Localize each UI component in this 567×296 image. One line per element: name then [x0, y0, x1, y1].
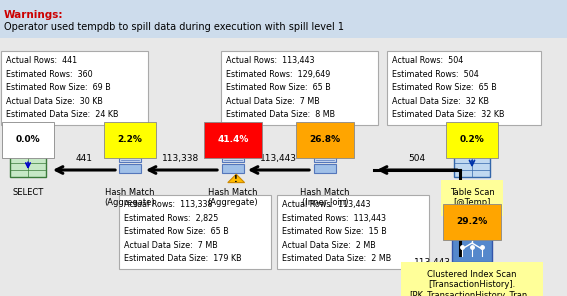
Text: Actual Rows:  113,338: Actual Rows: 113,338: [124, 200, 213, 209]
Text: Estimated Rows:  360: Estimated Rows: 360: [6, 70, 92, 79]
Polygon shape: [228, 174, 244, 183]
Text: Warnings:: Warnings:: [4, 10, 64, 20]
FancyBboxPatch shape: [277, 195, 429, 269]
FancyBboxPatch shape: [454, 149, 490, 157]
Text: Estimated Rows:  129,649: Estimated Rows: 129,649: [226, 70, 331, 79]
FancyBboxPatch shape: [10, 149, 46, 157]
Text: !: !: [234, 175, 238, 184]
Text: Estimated Row Size:  65 B: Estimated Row Size: 65 B: [392, 83, 497, 92]
Text: 2.2%: 2.2%: [117, 136, 142, 144]
Text: Estimated Rows:  113,443: Estimated Rows: 113,443: [282, 214, 386, 223]
FancyBboxPatch shape: [314, 153, 336, 162]
Text: Actual Data Size:  7 MB: Actual Data Size: 7 MB: [124, 241, 218, 250]
FancyBboxPatch shape: [10, 149, 46, 176]
FancyBboxPatch shape: [454, 149, 490, 176]
Text: Estimated Data Size:  8 MB: Estimated Data Size: 8 MB: [226, 110, 335, 119]
FancyBboxPatch shape: [0, 0, 567, 38]
Text: Actual Rows:  113,443: Actual Rows: 113,443: [226, 56, 315, 65]
FancyBboxPatch shape: [221, 51, 378, 125]
Text: Estimated Data Size:  32 KB: Estimated Data Size: 32 KB: [392, 110, 505, 119]
Text: 41.4%: 41.4%: [217, 136, 249, 144]
Text: 26.8%: 26.8%: [310, 136, 341, 144]
Text: Estimated Rows:  504: Estimated Rows: 504: [392, 70, 479, 79]
Text: Estimated Row Size:  69 B: Estimated Row Size: 69 B: [6, 83, 111, 92]
Text: Actual Data Size:  32 KB: Actual Data Size: 32 KB: [392, 97, 489, 106]
Text: Estimated Data Size:  24 KB: Estimated Data Size: 24 KB: [6, 110, 119, 119]
Text: 113,443: 113,443: [413, 258, 451, 267]
Text: 441: 441: [75, 154, 92, 163]
FancyBboxPatch shape: [119, 153, 141, 162]
Text: Actual Rows:  113,443: Actual Rows: 113,443: [282, 200, 370, 209]
Text: Hash Match
(Inner Join): Hash Match (Inner Join): [301, 188, 350, 207]
Text: Actual Rows:  504: Actual Rows: 504: [392, 56, 463, 65]
Text: Actual Rows:  441: Actual Rows: 441: [6, 56, 77, 65]
Text: Estimated Row Size:  15 B: Estimated Row Size: 15 B: [282, 227, 387, 236]
Text: Table Scan
[@Temp]: Table Scan [@Temp]: [450, 188, 494, 207]
Text: 0.2%: 0.2%: [460, 136, 484, 144]
Text: Estimated Row Size:  65 B: Estimated Row Size: 65 B: [226, 83, 331, 92]
FancyBboxPatch shape: [1, 51, 148, 125]
FancyBboxPatch shape: [222, 153, 244, 162]
Text: 113,443: 113,443: [260, 154, 297, 163]
FancyBboxPatch shape: [222, 164, 244, 173]
Text: Estimated Rows:  2,825: Estimated Rows: 2,825: [124, 214, 218, 223]
Text: Actual Data Size:  30 KB: Actual Data Size: 30 KB: [6, 97, 103, 106]
Text: Estimated Row Size:  65 B: Estimated Row Size: 65 B: [124, 227, 229, 236]
Text: 113,338: 113,338: [162, 154, 200, 163]
Text: Operator used tempdb to spill data during execution with spill level 1: Operator used tempdb to spill data durin…: [4, 22, 344, 32]
Text: 29.2%: 29.2%: [456, 218, 488, 226]
Text: SELECT: SELECT: [12, 188, 44, 197]
FancyBboxPatch shape: [119, 195, 271, 269]
Text: Actual Data Size:  7 MB: Actual Data Size: 7 MB: [226, 97, 320, 106]
Text: 0.0%: 0.0%: [16, 136, 40, 144]
Text: Clustered Index Scan
[TransactionHistory].
[PK_TransactionHistory_Tran...: Clustered Index Scan [TransactionHistory…: [409, 270, 535, 296]
Text: Estimated Data Size:  2 MB: Estimated Data Size: 2 MB: [282, 254, 391, 263]
FancyBboxPatch shape: [452, 228, 492, 262]
FancyBboxPatch shape: [119, 164, 141, 173]
FancyBboxPatch shape: [314, 164, 336, 173]
FancyBboxPatch shape: [387, 51, 541, 125]
Text: Hash Match
(Aggregate): Hash Match (Aggregate): [105, 188, 155, 207]
Text: Actual Data Size:  2 MB: Actual Data Size: 2 MB: [282, 241, 376, 250]
Text: 504: 504: [408, 154, 426, 163]
Text: Estimated Data Size:  179 KB: Estimated Data Size: 179 KB: [124, 254, 242, 263]
Text: Hash Match
(Aggregate): Hash Match (Aggregate): [208, 188, 259, 207]
